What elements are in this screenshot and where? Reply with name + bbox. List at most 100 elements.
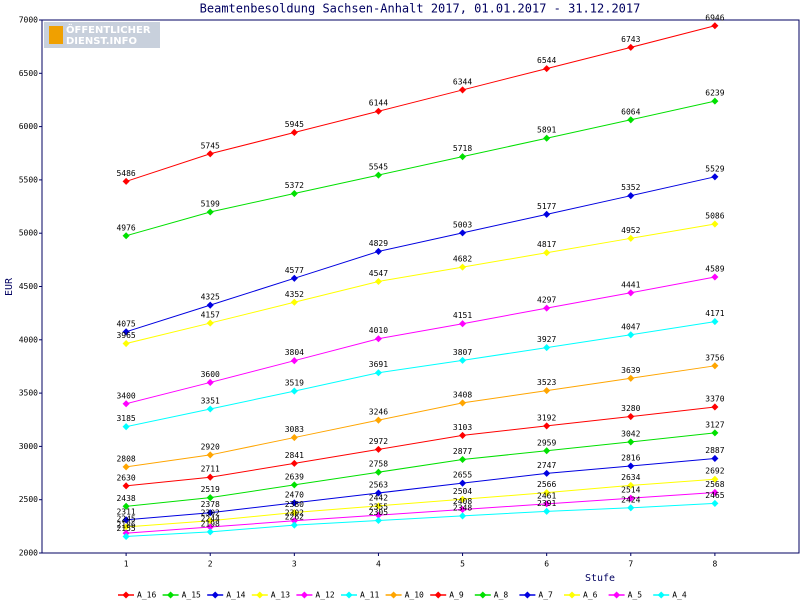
legend-marker (167, 591, 175, 599)
data-label: 2470 (285, 490, 304, 499)
data-label: 2408 (453, 497, 472, 506)
point (459, 455, 467, 464)
point (290, 298, 298, 306)
point (206, 528, 214, 536)
point (122, 516, 130, 524)
data-label: 4157 (201, 311, 220, 320)
data-label: 2302 (285, 508, 304, 517)
point (290, 128, 298, 136)
data-label: 2639 (285, 472, 304, 481)
legend-marker (211, 591, 219, 599)
point (374, 416, 382, 424)
data-label: 3246 (369, 408, 388, 417)
point (627, 413, 635, 421)
point (711, 362, 719, 370)
point (290, 481, 298, 489)
data-label: 4829 (369, 239, 388, 248)
data-label: 5486 (116, 169, 135, 178)
data-label: 3351 (201, 396, 220, 405)
data-label: 2355 (369, 503, 388, 512)
data-label: 2348 (453, 503, 472, 512)
data-label: 6544 (537, 56, 556, 65)
legend-label: A_4 (672, 591, 687, 600)
point (122, 328, 130, 336)
data-label: 5529 (705, 164, 724, 173)
point (290, 387, 298, 395)
data-label: 2634 (621, 473, 640, 482)
data-label: 2692 (705, 467, 724, 476)
legend-label: A_5 (628, 591, 643, 600)
point (122, 523, 130, 531)
series-line (126, 491, 715, 534)
point (627, 504, 635, 512)
point (374, 107, 382, 115)
data-label: 6239 (705, 89, 724, 98)
point (122, 400, 130, 408)
point (711, 454, 719, 462)
data-label: 2378 (201, 500, 220, 509)
logo-box (44, 22, 160, 48)
data-label: 3192 (537, 413, 556, 422)
data-label: 4352 (285, 290, 304, 299)
point (122, 463, 130, 471)
data-label: 2380 (285, 500, 304, 509)
data-label: 6144 (369, 99, 388, 108)
point (290, 357, 298, 365)
point (459, 356, 467, 364)
point (374, 247, 382, 255)
legend-label: A_12 (315, 591, 334, 600)
legend-marker (613, 591, 621, 599)
series-line (126, 365, 715, 468)
point (290, 508, 298, 517)
data-label: 2155 (116, 524, 135, 533)
data-label: 2887 (705, 446, 724, 455)
point (711, 273, 719, 281)
point (543, 507, 551, 515)
y-tick-label: 3000 (19, 442, 38, 451)
point (206, 517, 214, 525)
x-tick-label: 2 (208, 560, 213, 569)
legend-label: A_14 (226, 591, 245, 600)
data-label: 2808 (116, 454, 135, 463)
y-tick-label: 7000 (19, 16, 38, 25)
data-label: 3965 (116, 331, 135, 340)
point (459, 495, 467, 503)
data-label: 2959 (537, 438, 556, 447)
point (627, 374, 635, 382)
data-label: 5745 (201, 141, 220, 150)
point (627, 116, 635, 124)
data-label: 2244 (201, 514, 220, 523)
data-label: 2245 (116, 514, 135, 523)
point (627, 494, 635, 502)
point (122, 423, 130, 431)
legend-marker (568, 591, 576, 599)
y-tick-label: 2000 (19, 549, 38, 558)
data-label: 2302 (201, 508, 220, 517)
point (374, 468, 382, 476)
point (122, 532, 130, 541)
point (290, 499, 298, 507)
series-line (125, 176, 715, 333)
point (206, 319, 214, 327)
data-label: 5177 (537, 202, 556, 211)
point (122, 339, 130, 348)
point (459, 229, 467, 237)
data-label: 2816 (621, 454, 640, 463)
point (122, 177, 130, 185)
x-tick-label: 6 (544, 560, 549, 569)
legend-label: A_7 (538, 591, 553, 600)
data-label: 4952 (621, 226, 640, 235)
point (206, 301, 214, 309)
point (290, 459, 298, 467)
data-label: 3400 (116, 391, 135, 400)
data-label: 2262 (285, 513, 304, 522)
data-label: 4075 (116, 319, 135, 328)
legend-marker (300, 591, 308, 599)
logo-text: ÖFFENTLICHER (66, 22, 151, 36)
point (290, 521, 298, 529)
legend-label: A_8 (494, 591, 509, 600)
series-line (126, 432, 715, 507)
legend-label: A_13 (271, 591, 290, 600)
point (374, 335, 382, 343)
